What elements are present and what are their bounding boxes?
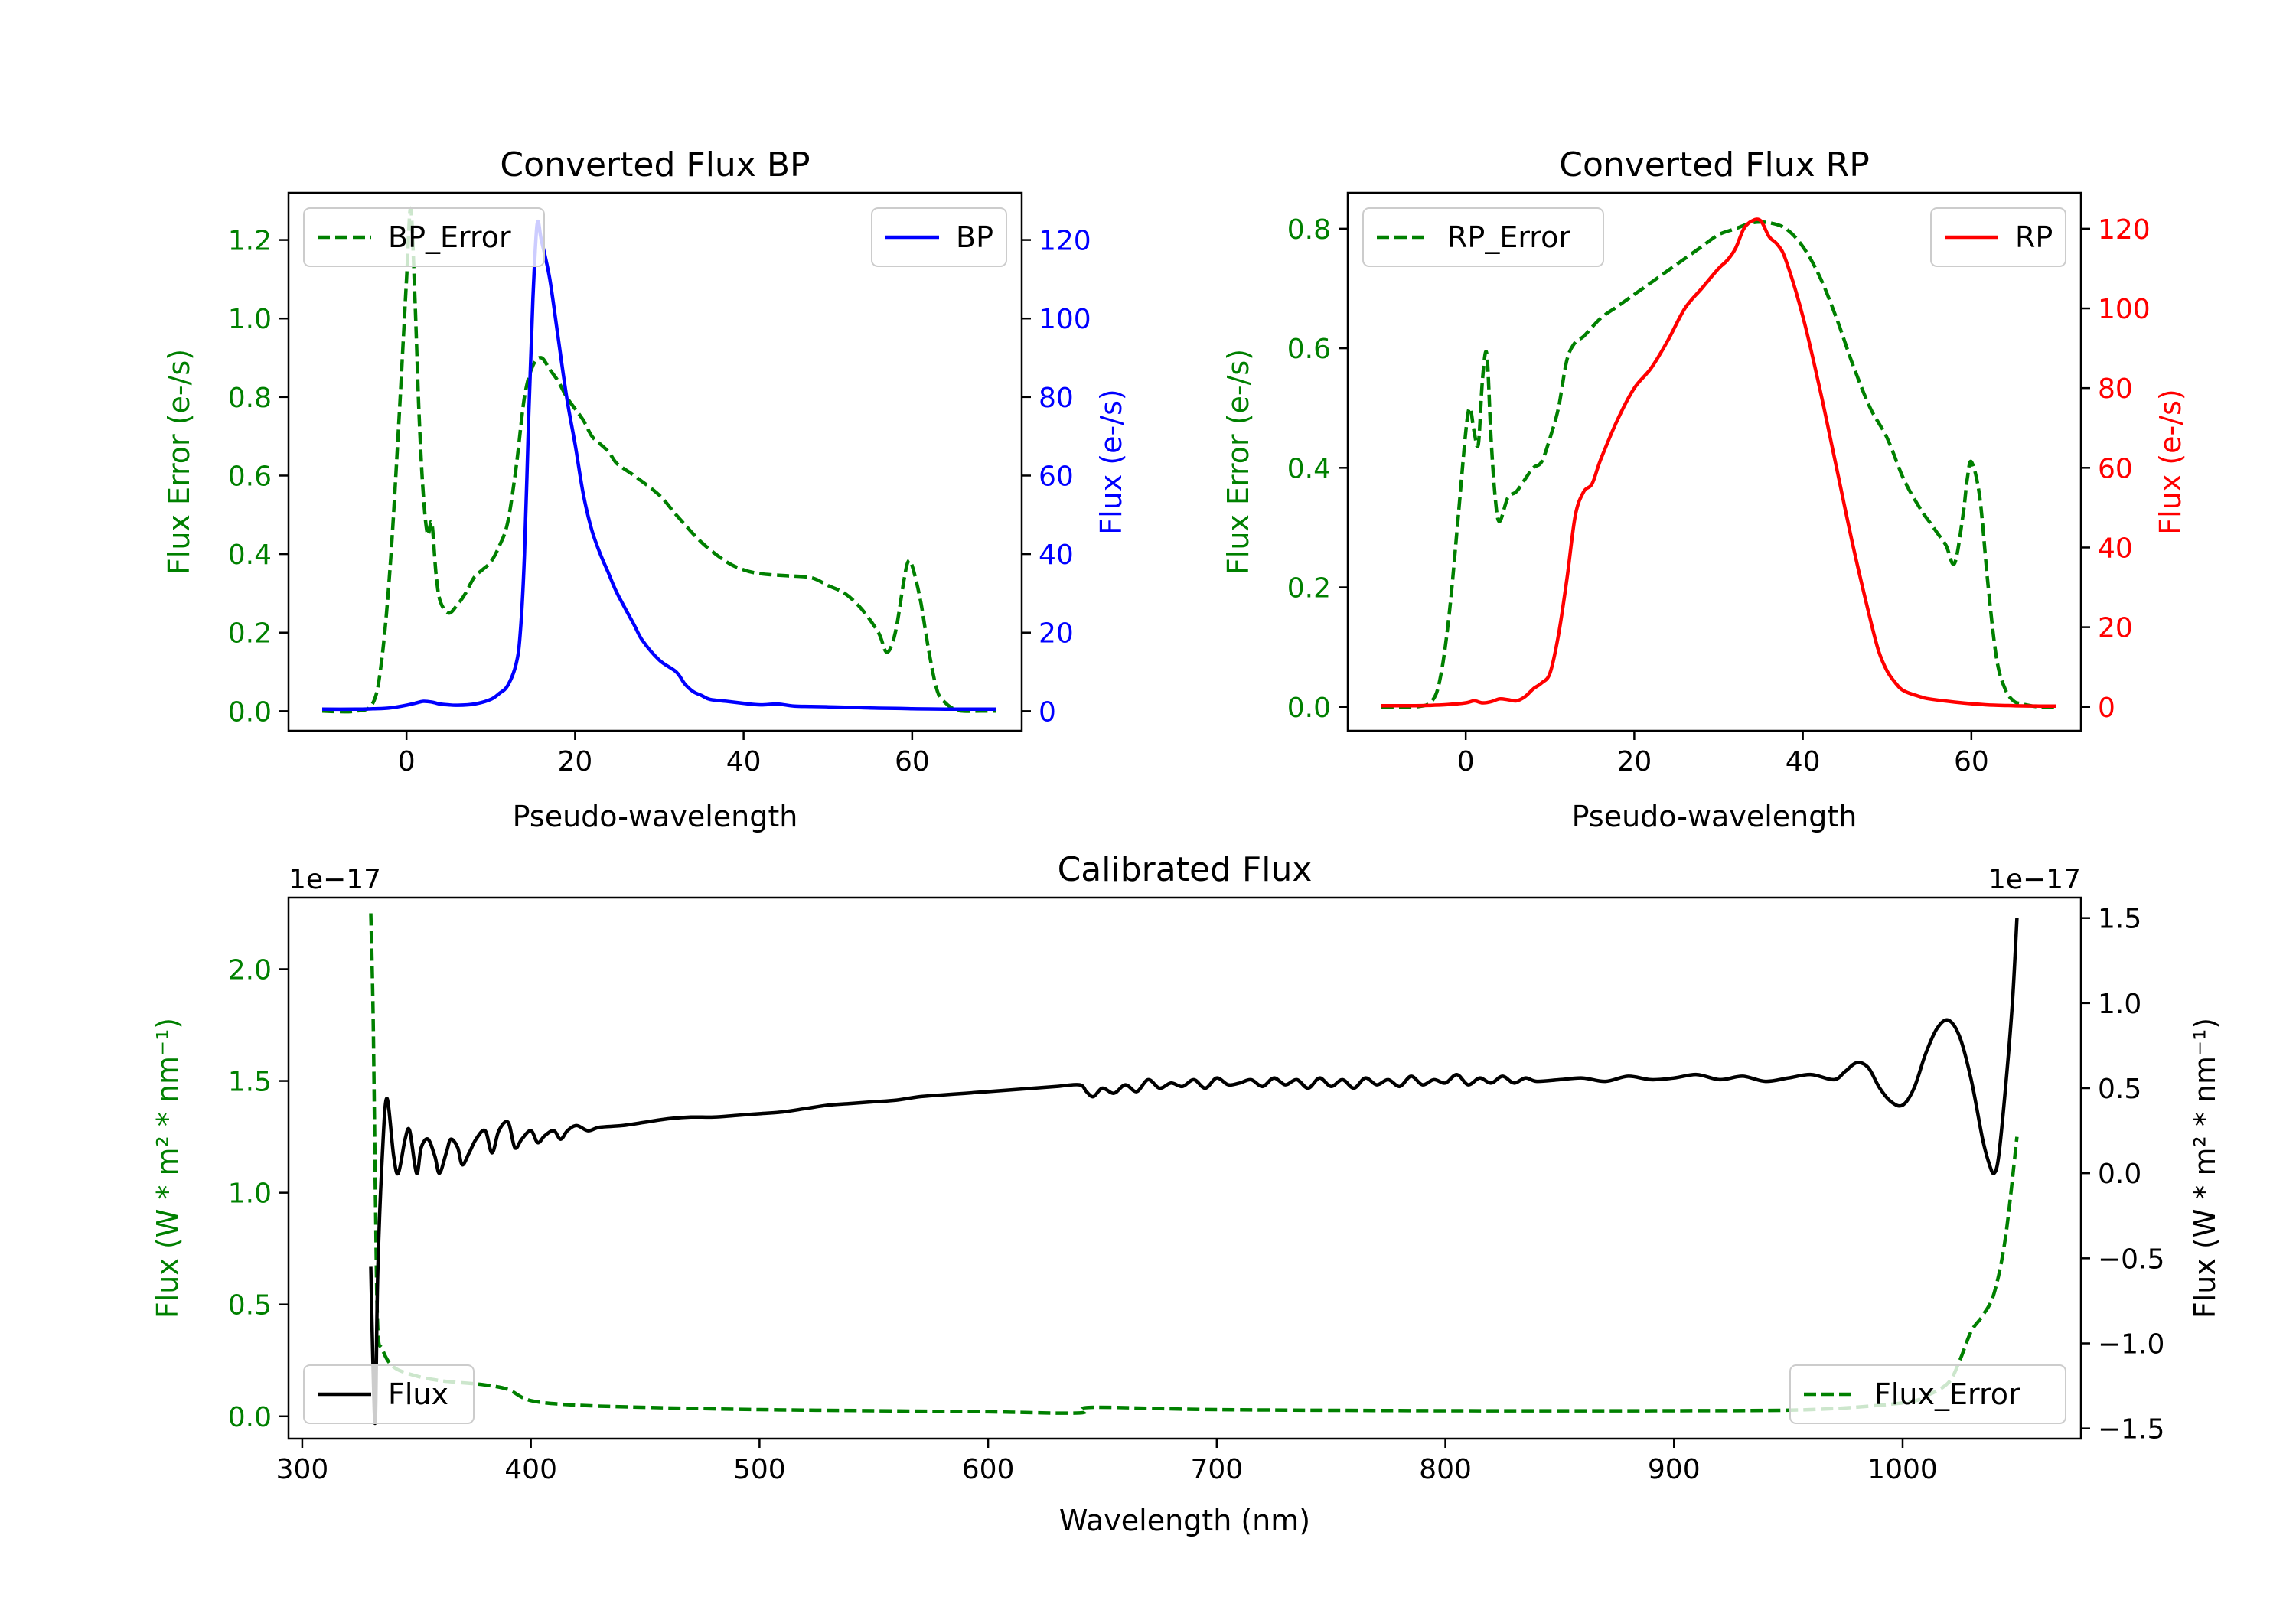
y-right-tick-label: 120 — [2098, 214, 2151, 246]
series-line-flux — [369, 918, 2019, 1426]
y-right-tick-label: 0.5 — [2098, 1074, 2141, 1105]
y-left-tick-label: 1.0 — [228, 304, 272, 335]
x-axis-label: Pseudo-wavelength — [513, 800, 798, 833]
legend-label: RP — [2015, 220, 2053, 254]
y-left-tick-label: 1.0 — [228, 1178, 272, 1210]
y-left-tick-label: 0.0 — [228, 696, 272, 728]
chart-title: Converted Flux BP — [500, 145, 810, 184]
y-right-tick-label: 0 — [2098, 693, 2115, 724]
series-line-rp — [1381, 217, 2056, 708]
x-axis-label: Pseudo-wavelength — [1572, 800, 1857, 833]
plot-frame — [287, 896, 2082, 1440]
x-tick-label: 20 — [1616, 746, 1652, 777]
series-line-bp — [321, 219, 996, 712]
y-right-tick-label: 80 — [2098, 373, 2133, 405]
legend-rp-error: RP_Error — [1362, 207, 1604, 267]
y-left-tick-label: 2.0 — [228, 954, 272, 986]
y-right-tick-label: 20 — [2098, 613, 2133, 644]
y-left-tick-label: 0.4 — [1287, 453, 1331, 484]
y-right-tick-label: 1.5 — [2098, 904, 2141, 935]
series-line-rp-error — [1381, 220, 2056, 709]
legend-label: BP — [956, 220, 993, 254]
y-left-tick-label: 0.6 — [1287, 334, 1331, 365]
y-left-tick-label: 0.2 — [1287, 573, 1331, 605]
x-tick-label: 40 — [1786, 746, 1821, 777]
y-left-tick-label: 1.2 — [228, 226, 272, 257]
y-left-axis-label: Flux Error (e-/s) — [1221, 349, 1255, 575]
x-axis-label: Wavelength (nm) — [1059, 1504, 1310, 1537]
y-left-tick-label: 0.4 — [228, 539, 272, 571]
x-tick-label: 400 — [504, 1454, 557, 1485]
legend-label: RP_Error — [1447, 220, 1570, 254]
y-right-tick-label: 60 — [2098, 453, 2133, 484]
y-right-tick-label: −0.5 — [2098, 1244, 2164, 1275]
chart-2: Converted Flux RP 0 20 40 60 0.0 0.2 0.4 0.6 0.8 0… — [1221, 145, 2187, 833]
y-right-offset-label: 1e−17 — [1988, 864, 2081, 895]
y-right-axis-label: Flux (W * m² * nm⁻¹) — [2188, 1018, 2222, 1319]
y-left-tick-label: 0.0 — [1287, 693, 1331, 724]
y-left-tick-label: 0.5 — [228, 1290, 272, 1322]
y-right-tick-label: 120 — [1039, 226, 1091, 257]
series-line-flux-error — [369, 913, 2019, 1415]
legend-label: Flux_Error — [1874, 1377, 2020, 1411]
chart-3: Calibrated Flux 300 400 500 600 700 800 900 1000… — [151, 850, 2222, 1537]
x-tick-label: 300 — [276, 1454, 329, 1485]
x-tick-label: 800 — [1419, 1454, 1472, 1485]
y-right-tick-label: 1.0 — [2098, 989, 2141, 1020]
y-left-tick-label: 0.6 — [228, 461, 272, 492]
x-tick-label: 900 — [1648, 1454, 1701, 1485]
y-right-axis-label: Flux (e-/s) — [1094, 389, 1128, 534]
y-left-axis-label: Flux (W * m² * nm⁻¹) — [151, 1018, 184, 1319]
y-right-tick-label: 60 — [1039, 461, 1074, 492]
y-right-tick-label: 20 — [1039, 618, 1074, 650]
y-right-tick-label: 100 — [2098, 294, 2151, 325]
y-right-tick-label: 80 — [1039, 383, 1074, 414]
chart-1: Converted Flux BP 0 20 40 60 0.0 0.2 0.4 0.6 0.8 1… — [162, 145, 1128, 833]
y-right-tick-label: 100 — [1039, 304, 1091, 335]
x-tick-label: 0 — [1457, 746, 1475, 777]
y-right-tick-label: −1.0 — [2098, 1328, 2164, 1360]
legend-rp: RP — [1930, 207, 2066, 267]
y-right-axis-label: Flux (e-/s) — [2154, 389, 2187, 534]
x-tick-label: 1000 — [1867, 1454, 1938, 1485]
y-right-tick-label: 0 — [1039, 696, 1056, 728]
y-right-tick-label: 40 — [2098, 533, 2133, 564]
chart-title: Calibrated Flux — [1058, 850, 1313, 889]
y-left-tick-label: 0.0 — [228, 1402, 272, 1433]
y-left-axis-label: Flux Error (e-/s) — [162, 349, 196, 575]
chart-title: Converted Flux RP — [1559, 145, 1870, 184]
y-left-tick-label: 0.8 — [1287, 214, 1331, 246]
x-tick-label: 20 — [557, 746, 592, 777]
x-tick-label: 60 — [1954, 746, 1989, 777]
x-tick-label: 40 — [726, 746, 762, 777]
legend-bp: BP — [871, 207, 1007, 267]
legend-label: Flux — [388, 1377, 448, 1411]
plot-frame — [1346, 191, 2082, 732]
y-right-tick-label: 40 — [1039, 539, 1074, 571]
x-tick-label: 60 — [895, 746, 930, 777]
x-tick-label: 500 — [733, 1454, 786, 1485]
y-left-tick-label: 0.8 — [228, 383, 272, 414]
x-tick-label: 0 — [398, 746, 416, 777]
legend-bp-error: BP_Error — [303, 207, 545, 267]
legend-flux-error: Flux_Error — [1789, 1364, 2066, 1424]
x-tick-label: 700 — [1190, 1454, 1243, 1485]
y-left-offset-label: 1e−17 — [289, 864, 381, 895]
series-line-bp-error — [321, 207, 996, 714]
y-left-tick-label: 0.2 — [228, 618, 272, 650]
y-right-tick-label: 0.0 — [2098, 1159, 2141, 1190]
plot-frame — [287, 191, 1023, 732]
y-left-tick-label: 1.5 — [228, 1067, 272, 1098]
y-right-tick-label: −1.5 — [2098, 1414, 2164, 1446]
x-tick-label: 600 — [962, 1454, 1015, 1485]
legend-flux: Flux — [303, 1364, 475, 1424]
legend-label: BP_Error — [388, 220, 511, 254]
